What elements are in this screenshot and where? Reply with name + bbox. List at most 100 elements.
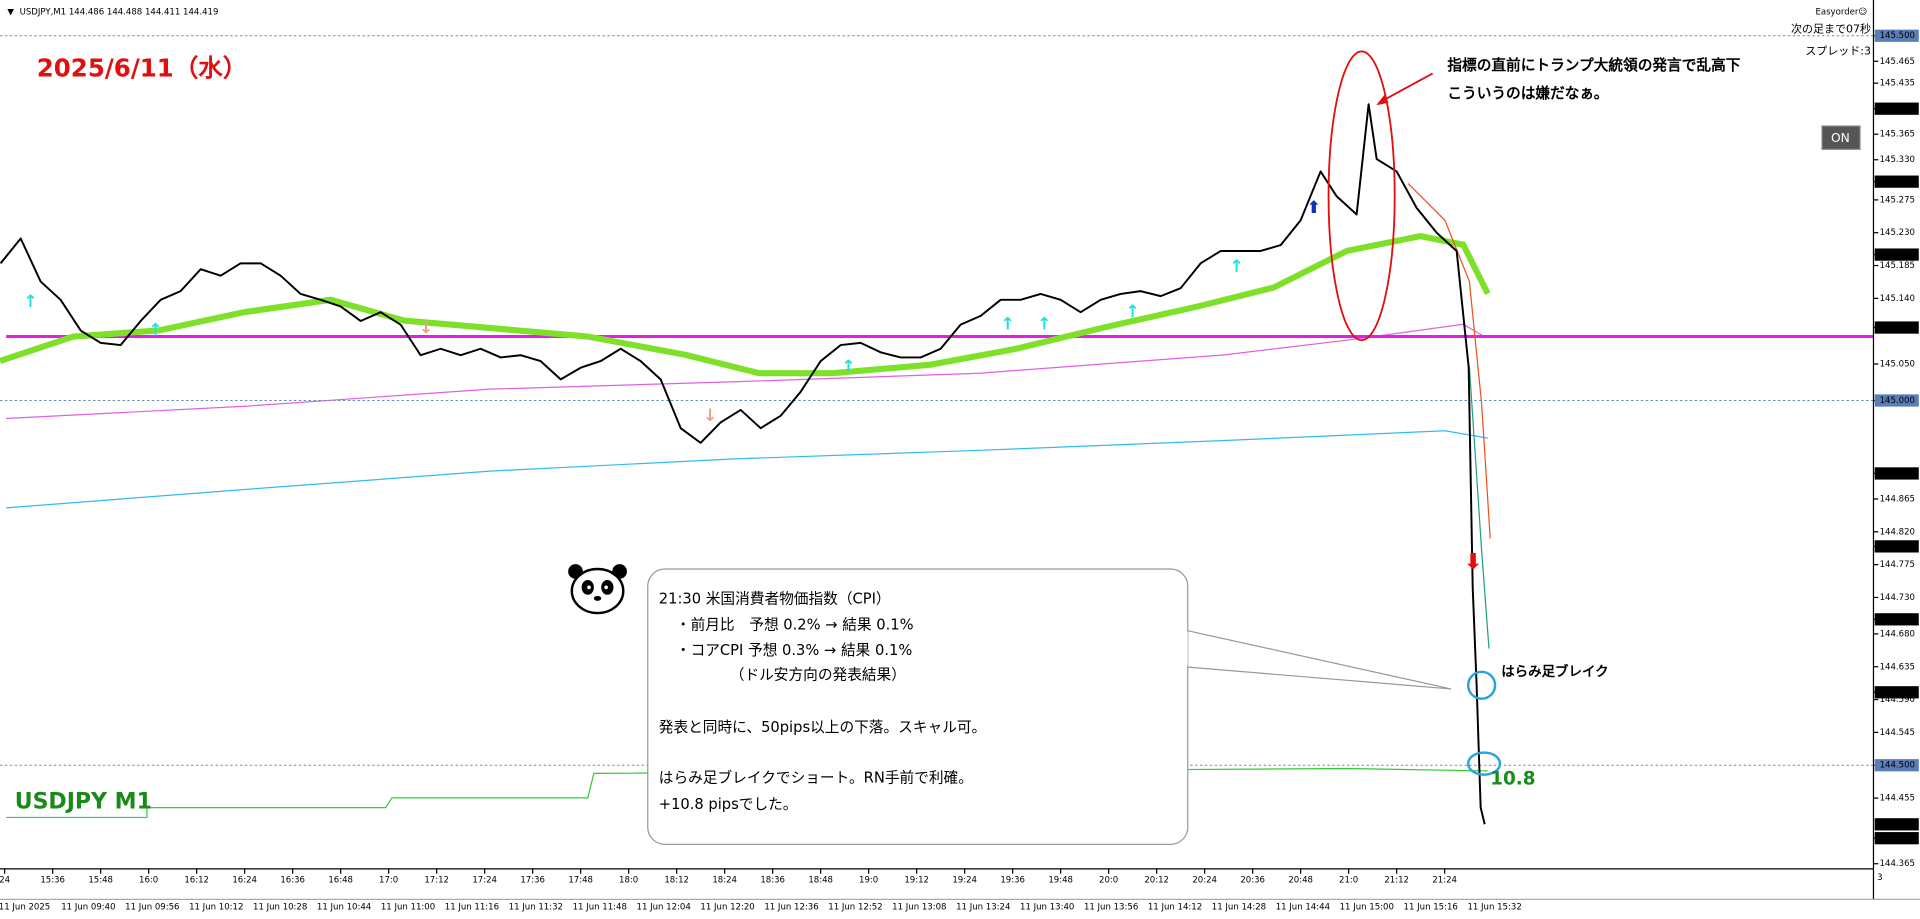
y-tick-label: 145.435	[1880, 79, 1915, 89]
price-box	[1874, 686, 1919, 699]
on-button-label[interactable]: ON	[1831, 131, 1850, 145]
y-tick-label: 144.545	[1880, 728, 1915, 738]
x-tick-label: 20:0	[1099, 875, 1118, 885]
price-box	[1874, 175, 1919, 188]
x-tick-label-2: 11 Jun 13:56	[1084, 902, 1138, 912]
arrow-down: ↓	[703, 406, 717, 426]
y-tick-label: 145.185	[1880, 261, 1915, 271]
y-tick-label: 144.680	[1880, 629, 1915, 639]
x-tick-label-2: 11 Jun 2025	[0, 902, 50, 912]
callout-box	[647, 568, 1189, 845]
x-tick-label: 17:48	[568, 875, 593, 885]
y-tick-label: 144.900	[1880, 469, 1915, 479]
current-price-box	[1874, 818, 1919, 831]
price-box	[1874, 613, 1919, 626]
price-box	[1874, 540, 1919, 553]
x-tick-label: 16:24	[232, 875, 257, 885]
x-tick-label-2: 11 Jun 10:12	[189, 902, 243, 912]
y-tick-label: 145.140	[1880, 294, 1915, 304]
x-tick-label-2: 11 Jun 12:04	[637, 902, 691, 912]
x-tick-label-2: 11 Jun 15:32	[1467, 902, 1521, 912]
x-tick-label-2: 11 Jun 10:28	[253, 902, 307, 912]
y-tick-label: 144.365	[1880, 859, 1915, 869]
x-tick-label: 18:48	[808, 875, 833, 885]
x-tick-label: 20:36	[1240, 875, 1265, 885]
x-tick-label-2: 11 Jun 09:40	[61, 902, 115, 912]
callout-line: 21:30 米国消費者物価指数（CPI）	[659, 591, 891, 608]
marker-circle	[1466, 751, 1502, 776]
y-tick-label: 145.400	[1880, 104, 1915, 114]
x-tick-label: 18:0	[619, 875, 638, 885]
x-tick-label: 17:0	[379, 875, 398, 885]
ma-fast-2	[1468, 367, 1490, 649]
x-tick-label-2: 11 Jun 12:36	[764, 902, 818, 912]
x-tick-label-2: 11 Jun 14:28	[1212, 902, 1266, 912]
price-line	[0, 103, 1486, 825]
y-tick-label: 144.700	[1880, 615, 1915, 625]
y-tick-label: 144.865	[1880, 494, 1915, 504]
y-tick-label: 144.775	[1880, 560, 1915, 570]
symbol-label: USDJPY M1	[15, 790, 152, 815]
x-tick-label-2: 11 Jun 14:44	[1276, 902, 1330, 912]
x-tick-label-2: 11 Jun 12:20	[700, 902, 754, 912]
price-box	[1874, 321, 1919, 334]
y-tick-label: 144.730	[1880, 593, 1915, 603]
y-tick-label: 145.050	[1880, 360, 1915, 370]
arrow-up: ↑	[1037, 314, 1051, 334]
y-tick-label: 144.600	[1880, 688, 1915, 698]
signals: ↑ ↑ ↑ ↑ ↑ ↑ ↑ ↓ ↓ ⬆ ⬇	[23, 198, 1482, 575]
callout-line: ・コアCPI 予想 0.3% → 結果 0.1%	[676, 642, 912, 659]
arrow-down: ⬇	[1464, 550, 1482, 575]
callout-line: +10.8 pipsでした。	[659, 796, 798, 813]
pointer-arrow	[1378, 72, 1434, 104]
current-price-label: 144.419	[1880, 820, 1915, 830]
y-tick-label: 144.455	[1880, 794, 1915, 804]
x-tick-label: 21:24	[1432, 875, 1457, 885]
x-tick-label: 18:36	[760, 875, 785, 885]
arrow-down: ↓	[419, 318, 433, 338]
price-box	[1874, 832, 1919, 845]
price-layer	[0, 103, 1486, 825]
y-tick-label: 144.400	[1880, 834, 1915, 844]
harami-label: はらみ足ブレイク	[1501, 663, 1608, 680]
x-tick-label: 24	[0, 875, 10, 885]
x-tick-label-2: 11 Jun 09:56	[125, 902, 179, 912]
x-tick-label-2: 11 Jun 13:40	[1020, 902, 1074, 912]
ma-green	[0, 233, 1491, 377]
x-tick-label: 17:36	[520, 875, 545, 885]
x-tick-label: 20:48	[1288, 875, 1313, 885]
easyorder: Easyorder☺	[1815, 8, 1867, 18]
x-tick-label: 20:24	[1192, 875, 1217, 885]
price-box	[1874, 248, 1919, 261]
x-tick-label-2: 11 Jun 15:00	[1340, 902, 1394, 912]
ma-long	[6, 430, 1488, 509]
x-tick-label: 19:12	[904, 875, 929, 885]
price-box	[1874, 759, 1919, 772]
x-tick-label: 21:0	[1339, 875, 1358, 885]
x-tick-label: 20:12	[1144, 875, 1169, 885]
y-tick-label: 144.590	[1880, 695, 1915, 705]
y-tick-label: 144.635	[1880, 662, 1915, 672]
y-tick-label: 144.800	[1880, 542, 1915, 552]
x-tick-label: 19:48	[1048, 875, 1073, 885]
y-tick-label: 144.500	[1880, 761, 1915, 771]
callout-line: はらみ足ブレイクでショート。RN手前で利確。	[659, 768, 973, 786]
x-tick-label: 16:36	[280, 875, 305, 885]
x-tick-label: 17:12	[424, 875, 449, 885]
on-button[interactable]	[1821, 125, 1861, 150]
y-tick-label: 145.100	[1880, 323, 1915, 333]
x-tick-label-2: 11 Jun 11:16	[445, 902, 499, 912]
x-tick-label: 16:0	[139, 875, 158, 885]
x-tick-label: 15:48	[88, 875, 113, 885]
x-tick-label: 16:12	[184, 875, 209, 885]
arrow-up: ↑	[1125, 302, 1139, 322]
callout-line: （ドル安方向の発表結果）	[730, 666, 906, 683]
x-tick-label-2: 11 Jun 15:16	[1404, 902, 1458, 912]
y-tick-label: 145.330	[1880, 155, 1915, 165]
x-tick-label-2: 11 Jun 11:48	[573, 902, 627, 912]
x-tick-label: 19:36	[1000, 875, 1025, 885]
y-tick-label: 145.000	[1880, 396, 1915, 406]
ma-mid	[6, 323, 1485, 420]
indicators	[0, 183, 1874, 819]
